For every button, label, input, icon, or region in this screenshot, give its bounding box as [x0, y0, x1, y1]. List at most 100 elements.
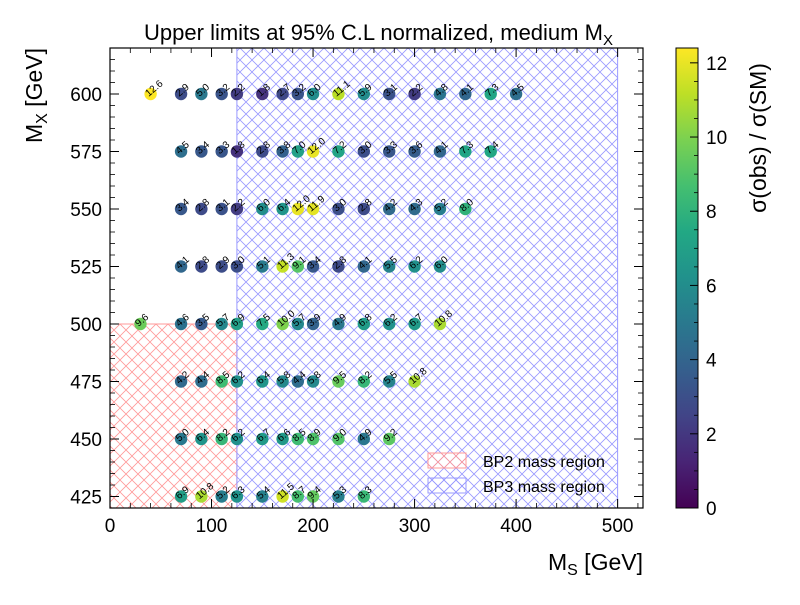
data-point: [195, 490, 208, 503]
data-point: [459, 202, 472, 216]
data-point: [291, 202, 305, 216]
data-point: [332, 202, 345, 216]
data-point: [174, 87, 188, 101]
data-point: [357, 432, 371, 446]
data-point: [256, 490, 269, 503]
y-label-main: M: [21, 124, 47, 143]
axis-ticks: 0 100 200 300 400 500 425 450 475 500 525 550 575 600: [70, 47, 643, 537]
data-point: [195, 432, 208, 446]
data-point: [306, 87, 320, 101]
x-tick-label: 100: [196, 516, 228, 537]
data-point: [306, 432, 320, 446]
data-point: [291, 490, 305, 503]
data-point: [332, 317, 345, 331]
data-point: [382, 375, 396, 388]
data-point: [433, 145, 447, 158]
data-point: [195, 375, 208, 388]
data-point: [408, 375, 421, 388]
data-point: [408, 145, 421, 158]
data-point: [215, 375, 228, 388]
data-point: [256, 145, 269, 158]
data-point: [174, 317, 188, 331]
data-point: [408, 317, 421, 331]
data-point: [408, 260, 421, 273]
data-point: [276, 87, 289, 101]
data-point: [215, 87, 228, 101]
data-point: [276, 375, 289, 388]
data-point: [230, 375, 244, 388]
data-point: [382, 87, 396, 101]
y-tick-label: 550: [70, 200, 102, 221]
data-point: [174, 260, 188, 273]
x-tick-label: 200: [297, 516, 329, 537]
data-point: [215, 145, 228, 158]
x-tick-label: 300: [399, 516, 431, 537]
data-point: [174, 145, 188, 158]
data-point: [306, 202, 320, 216]
data-point: [433, 317, 447, 331]
data-point: [230, 432, 244, 446]
data-point: [144, 87, 157, 101]
data-point: [332, 145, 345, 158]
data-point: [195, 317, 208, 331]
colorbar-tick-label: 0: [706, 499, 717, 520]
y-tick-label: 575: [70, 143, 102, 164]
colorbar-tick-label: 4: [706, 351, 717, 372]
data-point: [408, 202, 421, 216]
data-point: [408, 87, 421, 101]
data-point: [382, 432, 396, 446]
legend-swatch: [427, 477, 467, 494]
bp2-mass-region: [109, 323, 238, 509]
data-point: [306, 375, 320, 388]
data-point: [195, 202, 208, 216]
data-point: [332, 490, 345, 503]
data-point: [291, 375, 305, 388]
y-tick-label: 475: [70, 373, 102, 394]
data-point: [276, 202, 289, 216]
data-point: [215, 202, 228, 216]
y-tick-label: 425: [70, 488, 102, 509]
data-point: [215, 490, 228, 503]
data-point: [382, 260, 396, 273]
colorbar: [675, 47, 699, 509]
data-point: [195, 87, 208, 101]
data-point: [256, 317, 269, 331]
data-point: [332, 375, 345, 388]
data-point: [256, 375, 269, 388]
data-point: [215, 432, 228, 446]
data-point: [230, 260, 244, 273]
data-point: [357, 375, 371, 388]
data-point: [276, 490, 289, 503]
data-point: [357, 202, 371, 216]
colorbar-tick-label: 8: [706, 202, 717, 223]
x-label-unit: [GeV]: [578, 549, 643, 575]
y-label-unit: [GeV]: [21, 48, 47, 113]
colorbar-tick-label: 10: [706, 128, 727, 149]
data-point: [276, 260, 289, 273]
data-point: [357, 490, 371, 503]
data-point: [332, 260, 345, 273]
data-point: [291, 432, 305, 446]
data-point: [174, 375, 188, 388]
data-point: [215, 317, 228, 331]
data-point: [357, 317, 371, 331]
data-point: [291, 145, 305, 158]
data-point: [195, 145, 208, 158]
y-tick-label: 600: [70, 85, 102, 106]
colorbar-ticks: 0 2 4 6 8 10 12: [690, 54, 727, 520]
data-point: [256, 202, 269, 216]
title-subscript: X: [603, 32, 613, 49]
data-point: [306, 317, 320, 331]
legend-swatch: [427, 452, 467, 469]
data-point: [459, 87, 472, 101]
data-point: [276, 145, 289, 158]
data-point: [332, 87, 345, 101]
data-point: [230, 202, 244, 216]
data-point: [306, 490, 320, 503]
data-point: [174, 432, 188, 446]
y-axis-label: MX [GeV]: [21, 48, 51, 143]
data-point: [291, 260, 305, 273]
data-point: [291, 87, 305, 101]
data-point: [433, 260, 447, 273]
